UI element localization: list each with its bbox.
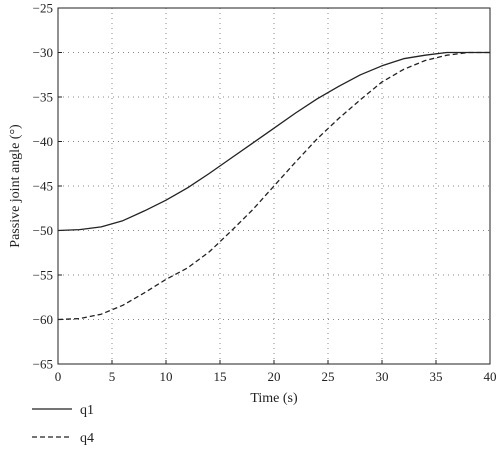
x-tick-label: 15 — [214, 369, 227, 384]
x-tick-label: 10 — [160, 369, 173, 384]
series-line-q1 — [57, 51, 490, 232]
x-tick-label: 5 — [109, 369, 116, 384]
y-axis-ticks: −25 −30 −35 −40 −45 −50 −55 −60 −65 — [33, 1, 62, 372]
y-tick-label: −40 — [33, 134, 53, 149]
x-tick-label: 0 — [55, 369, 62, 384]
y-tick-label: −45 — [33, 179, 53, 194]
x-tick-label: 40 — [484, 369, 497, 384]
x-tick-label: 35 — [430, 369, 443, 384]
x-axis-label: Time (s) — [250, 391, 298, 406]
grid-lines — [58, 8, 490, 364]
y-tick-label: −55 — [33, 268, 53, 283]
series-line-q4 — [57, 51, 490, 321]
y-axis-label: Passive joint angle (°) — [8, 124, 23, 248]
y-tick-label: −50 — [33, 223, 53, 238]
legend: q1 q4 — [32, 403, 94, 446]
legend-label-q4: q4 — [80, 431, 94, 446]
y-tick-label: −25 — [33, 1, 53, 16]
legend-label-q1: q1 — [80, 403, 94, 418]
y-tick-label: −35 — [33, 90, 53, 105]
series-lines — [57, 51, 490, 321]
y-tick-label: −65 — [33, 357, 53, 372]
x-tick-label: 25 — [322, 369, 335, 384]
x-tick-label: 20 — [268, 369, 281, 384]
y-tick-label: −60 — [33, 312, 53, 327]
x-axis-ticks: 0 5 10 15 20 25 30 35 40 — [55, 360, 497, 384]
x-tick-label: 30 — [376, 369, 389, 384]
y-tick-label: −30 — [33, 45, 53, 60]
